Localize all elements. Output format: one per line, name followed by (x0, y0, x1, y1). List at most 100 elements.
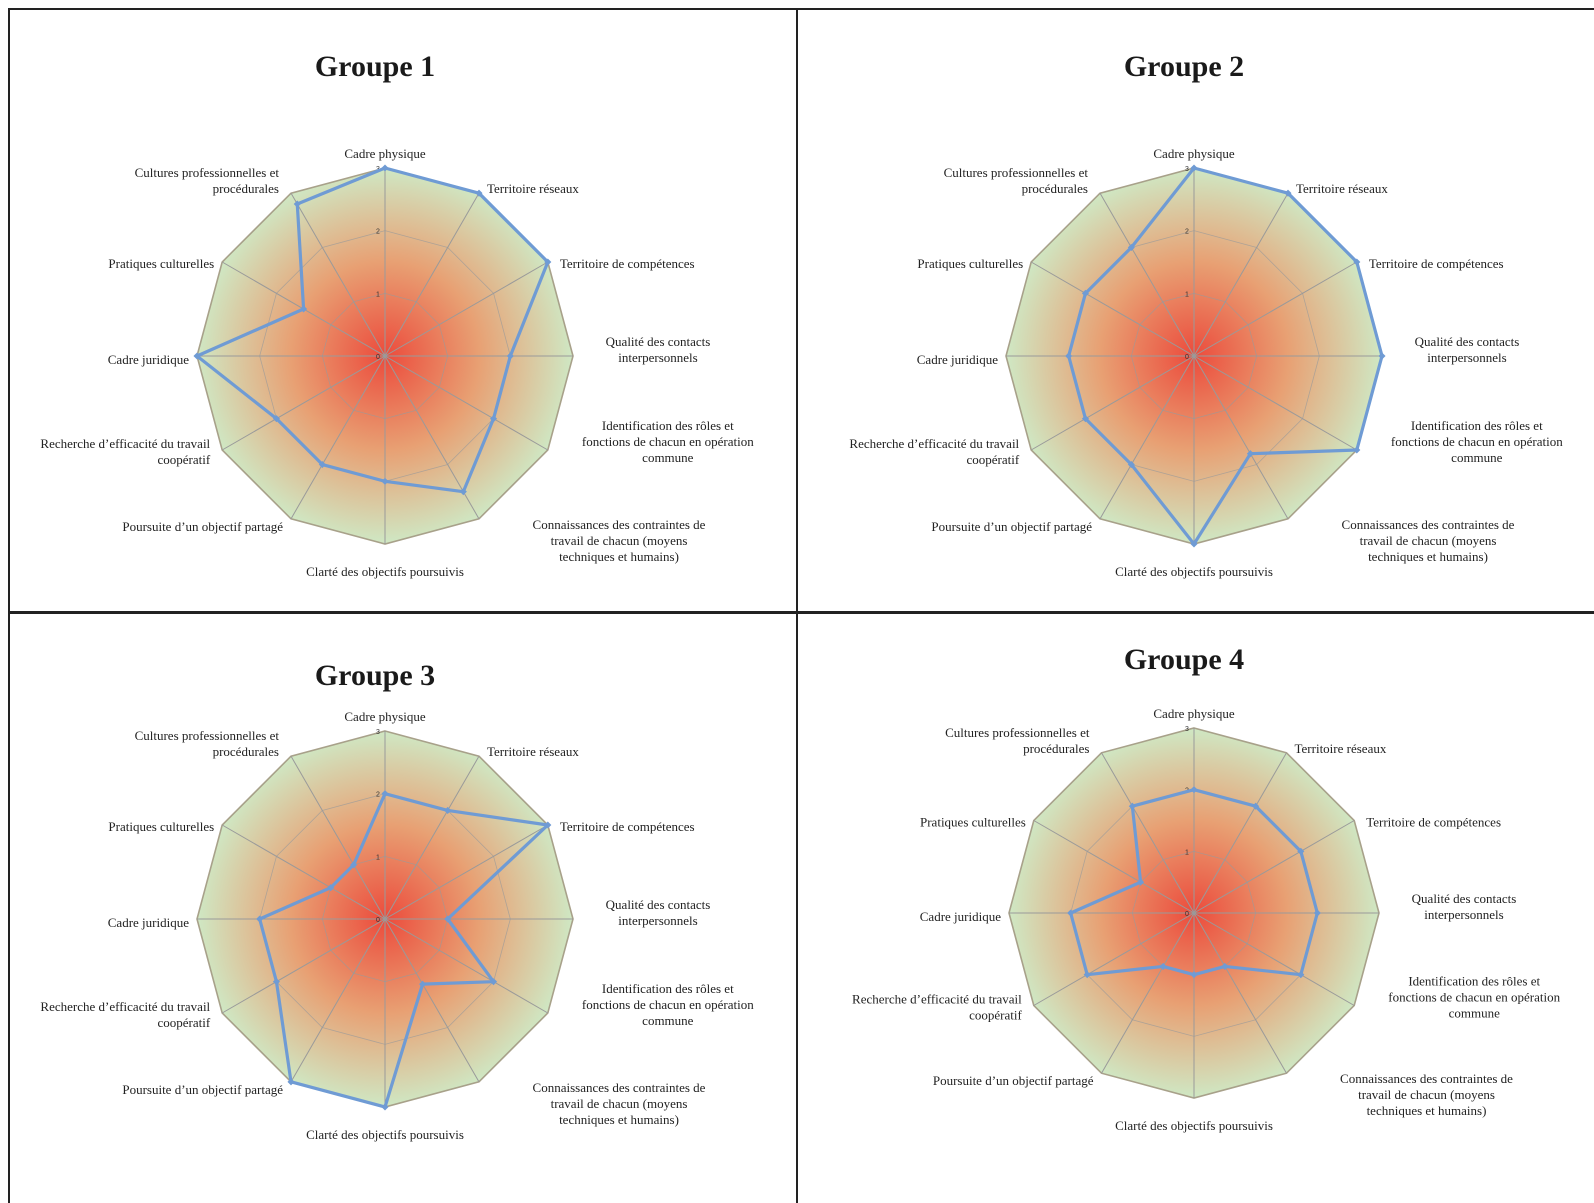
data-point (300, 305, 308, 313)
chart-title: Groupe 4 (1124, 643, 1244, 676)
frame-left-border (8, 8, 10, 1203)
chart-title: Groupe 2 (1124, 50, 1244, 83)
spoke (1193, 355, 1358, 451)
radar-panel-groupe-3: Groupe 3 0 1 2 3 Cadre physique Territoire rés… (8, 613, 797, 1203)
chart-title: Groupe 3 (315, 659, 435, 692)
data-point (1313, 909, 1321, 917)
axis-label: Pratiques culturelles (920, 815, 1026, 830)
spoke (384, 824, 549, 920)
data-point (1127, 461, 1135, 469)
axis-label: Cadre physique (344, 146, 425, 161)
spoke (1193, 261, 1358, 357)
spoke (290, 355, 386, 520)
tick-label: 0 (376, 917, 380, 924)
axis-label: Pratiques culturelles (108, 819, 214, 834)
axis-label: Connaissances des contraintes de travail … (533, 517, 706, 564)
data-point (1067, 909, 1075, 917)
data-point (318, 461, 326, 469)
axis-label: Recherche d’efficacité du travail coopéra… (852, 992, 1022, 1023)
axis-label: Territoire de compétences (1369, 256, 1504, 271)
axis-label: Cadre juridique (108, 915, 189, 930)
axis-label: Clarté des objectifs poursuivis (1115, 564, 1273, 579)
axis-label: Pratiques culturelles (917, 256, 1023, 271)
data-point (1353, 446, 1361, 454)
data-point (193, 352, 201, 360)
axis-label: Identification des rôles et fonctions de … (1388, 974, 1560, 1021)
axis-label: Qualité des contacts interpersonnels (1412, 891, 1517, 922)
axis-label: Identification des rôles et fonctions de … (1391, 418, 1563, 465)
spoke (221, 355, 386, 451)
axis-label: Qualité des contacts interpersonnels (606, 334, 711, 365)
data-point (544, 821, 552, 829)
spoke (1193, 355, 1289, 520)
tick-label: 3 (1185, 726, 1189, 733)
tick-label: 0 (1185, 911, 1189, 918)
data-point (475, 189, 483, 197)
data-point (1353, 258, 1361, 266)
data-point (490, 415, 498, 423)
axis-label: Cadre physique (344, 709, 425, 724)
spoke (1033, 912, 1195, 1006)
spoke (1030, 355, 1195, 451)
chart-title: Groupe 1 (315, 50, 435, 83)
axis-label: Territoire réseaux (1295, 741, 1387, 756)
axis-label: Poursuite d’un objectif partagé (122, 1082, 283, 1097)
axis-label: Identification des rôles et fonctions de … (582, 981, 754, 1028)
axis-label: Cadre juridique (917, 352, 998, 367)
spoke (221, 918, 386, 1014)
spoke (290, 192, 386, 357)
radar-chart-groupe-2: Groupe 2 0 1 2 3 Cadre physique Territoire rés… (849, 50, 1563, 579)
axis-label: Clarté des objectifs poursuivis (1115, 1118, 1273, 1133)
tick-label: 3 (1185, 166, 1189, 173)
radar-panel-groupe-2: Groupe 2 0 1 2 3 Cadre physique Territoire rés… (797, 8, 1594, 613)
axis-label: Recherche d’efficacité du travail coopéra… (40, 436, 210, 467)
data-point (1081, 289, 1089, 297)
radar-chart-grid: Groupe 1 0 1 2 3 Cadre physique Territoire rés… (8, 8, 1594, 1203)
axis-label: Cultures professionnelles et procédurales (135, 728, 280, 759)
data-point (293, 200, 301, 208)
tick-label: 3 (376, 729, 380, 736)
tick-label: 1 (376, 854, 380, 861)
axis-label: Clarté des objectifs poursuivis (306, 564, 464, 579)
spoke (1099, 192, 1195, 357)
spoke (1193, 752, 1287, 914)
spoke (1033, 820, 1195, 914)
data-point (381, 164, 389, 172)
spoke (221, 824, 386, 920)
spoke (1099, 355, 1195, 520)
axis-label: Clarté des objectifs poursuivis (306, 1127, 464, 1142)
tick-label: 0 (376, 354, 380, 361)
data-point (1159, 962, 1167, 970)
spoke (384, 192, 480, 357)
axis-label: Poursuite d’un objectif partagé (933, 1073, 1094, 1088)
data-point (381, 477, 389, 485)
spoke (384, 755, 480, 920)
data-point (444, 806, 452, 814)
spoke (290, 755, 386, 920)
data-point (490, 978, 498, 986)
spoke (384, 918, 549, 1014)
axis-label: Cadre physique (1153, 706, 1234, 721)
axis-label: Cadre juridique (920, 909, 1001, 924)
radar-panel-groupe-1: Groupe 1 0 1 2 3 Cadre physique Territoire rés… (8, 8, 797, 613)
axis-label: Territoire de compétences (560, 819, 695, 834)
radar-panel-groupe-4: Groupe 4 0 1 2 3 Cadre physique Territoire rés… (797, 613, 1594, 1203)
frame-vertical-divider (796, 8, 798, 1203)
tick-label: 1 (1185, 291, 1189, 298)
axis-label: Poursuite d’un objectif partagé (931, 519, 1092, 534)
data-point (1246, 450, 1254, 458)
spoke (1193, 912, 1355, 1006)
spoke (384, 355, 549, 451)
data-point (544, 258, 552, 266)
tick-label: 1 (376, 291, 380, 298)
spoke (1193, 192, 1289, 357)
axis-label: Territoire réseaux (1296, 181, 1388, 196)
data-point (272, 415, 280, 423)
axis-label: Cadre juridique (108, 352, 189, 367)
spoke (384, 918, 480, 1083)
axis-label: Cultures professionnelles et procédurales (945, 725, 1090, 756)
spoke (1030, 261, 1195, 357)
axis-label: Recherche d’efficacité du travail coopéra… (40, 999, 210, 1030)
spoke (1193, 912, 1287, 1074)
spoke (1101, 752, 1195, 914)
